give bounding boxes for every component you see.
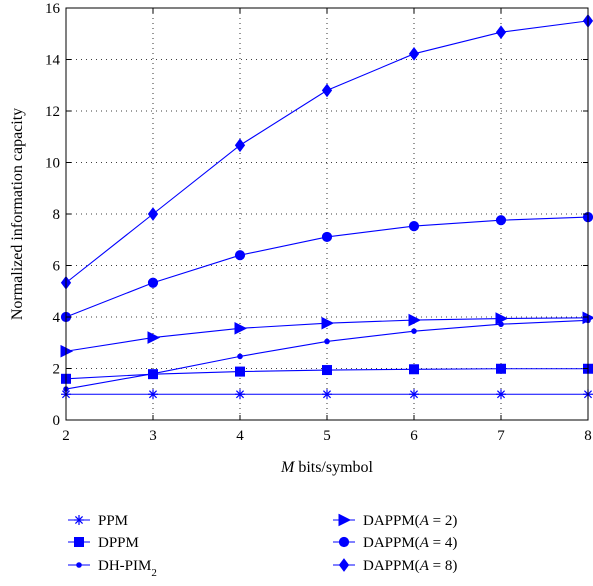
grid-lines xyxy=(66,8,588,420)
x-tick-label: 7 xyxy=(497,428,505,444)
data-point xyxy=(324,338,330,345)
x-tick-label: 3 xyxy=(149,428,157,444)
legend-item: DH-PIM2 xyxy=(68,558,157,579)
x-axis-label-var: M xyxy=(280,459,296,476)
data-point xyxy=(321,231,333,243)
legend-item: DAPPM(A = 4) xyxy=(333,535,457,551)
legend-marker xyxy=(74,515,84,525)
data-point xyxy=(234,250,246,261)
data-point xyxy=(409,389,419,400)
legend-label: DAPPM(A = 8) xyxy=(363,558,457,574)
legend-marker xyxy=(338,536,350,548)
legend-label: DH-PIM2 xyxy=(98,558,157,579)
legend-marker xyxy=(76,562,82,568)
data-point xyxy=(495,215,507,226)
data-point xyxy=(322,389,332,400)
series-2 xyxy=(63,317,591,392)
series-5 xyxy=(60,14,593,290)
legend-marker xyxy=(338,513,352,527)
legend: PPM DPPM DH-PIM2 DAPPM(A = 2) DAPPM(A = 4) DA… xyxy=(68,513,457,579)
legend-item: DAPPM(A = 8) xyxy=(333,558,457,574)
data-point xyxy=(147,277,159,288)
x-axis-label: M bits/symbol xyxy=(280,459,374,476)
data-point xyxy=(147,207,159,221)
y-tick-label: 8 xyxy=(53,207,61,223)
data-point xyxy=(495,312,509,325)
legend-marker xyxy=(74,537,84,547)
y-tick-label: 12 xyxy=(45,104,60,120)
data-point xyxy=(495,25,507,40)
data-point xyxy=(234,138,246,153)
data-point xyxy=(235,366,245,377)
data-point xyxy=(496,363,506,374)
x-tick-label: 5 xyxy=(323,428,331,444)
data-point xyxy=(322,365,332,376)
legend-item: DAPPM(A = 2) xyxy=(333,513,457,529)
legend-label: DPPM xyxy=(98,535,139,551)
legend-label: PPM xyxy=(98,513,128,529)
data-point xyxy=(148,389,158,400)
y-tick-label: 6 xyxy=(53,259,61,275)
legend-marker xyxy=(338,558,350,572)
legend-item: DPPM xyxy=(68,535,139,551)
legend-label: DAPPM(A = 4) xyxy=(363,535,457,551)
data-point xyxy=(235,389,245,400)
y-tick-label: 0 xyxy=(53,413,61,429)
data-point xyxy=(408,221,420,232)
series-0 xyxy=(61,389,593,400)
data-point xyxy=(409,364,419,375)
legend-label: DAPPM(A = 2) xyxy=(363,513,457,529)
legend-item: PPM xyxy=(68,513,128,529)
x-tick-label: 6 xyxy=(410,428,418,444)
y-tick-label: 14 xyxy=(45,53,61,69)
data-point xyxy=(237,353,243,360)
series-group xyxy=(60,14,593,400)
x-axis-label-rest: bits/symbol xyxy=(294,459,373,476)
y-tick-label: 10 xyxy=(45,156,60,172)
data-point xyxy=(496,389,506,400)
data-point xyxy=(147,331,161,344)
data-point xyxy=(411,328,417,334)
y-tick-label: 4 xyxy=(53,310,61,326)
data-point xyxy=(408,47,420,61)
y-tick-label: 2 xyxy=(53,362,61,378)
x-tick-label: 2 xyxy=(62,428,70,444)
data-point xyxy=(234,322,248,335)
x-tick-label: 4 xyxy=(236,428,244,444)
series-1 xyxy=(61,363,593,384)
data-point xyxy=(321,316,335,330)
data-point xyxy=(150,370,156,377)
data-point xyxy=(408,313,422,327)
series-3 xyxy=(60,311,593,358)
y-axis-label: Normalized information capacity xyxy=(9,108,26,320)
data-point xyxy=(321,83,333,98)
x-tick-label: 8 xyxy=(584,428,592,444)
y-tick-label: 16 xyxy=(45,1,61,17)
